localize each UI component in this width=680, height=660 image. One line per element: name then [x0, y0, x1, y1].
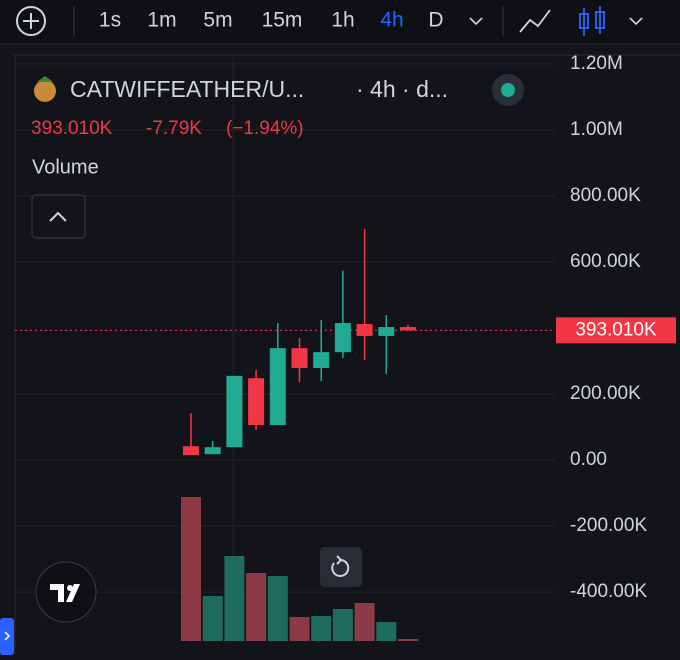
y-tick-label: -200.00K [570, 515, 647, 536]
volume-bar [398, 639, 418, 641]
chart-type-line[interactable] [519, 9, 551, 33]
candle-body [400, 327, 416, 331]
status-dot [501, 83, 515, 97]
candle-body [269, 348, 286, 426]
study-name: Volume [32, 156, 99, 178]
y-tick-label: 1.20M [570, 53, 623, 74]
candle-body [356, 324, 373, 336]
volume-bar [246, 573, 267, 641]
candle-body [313, 352, 330, 368]
symbol-icon [34, 76, 56, 102]
y-tick-label: -400.00K [570, 581, 647, 602]
interval[interactable]: 1s [99, 9, 121, 32]
candle-body [226, 375, 243, 448]
last-price-box [556, 317, 676, 344]
chart-type-menu[interactable] [629, 17, 643, 26]
toolbar [0, 0, 680, 44]
volume-bar [311, 616, 332, 641]
candle-body [378, 327, 395, 336]
symbol-details: · 4h · d... [356, 76, 448, 102]
candle-body [248, 378, 265, 426]
volume-bar [267, 576, 288, 641]
candle-body [204, 447, 221, 455]
volume-bar [332, 609, 353, 641]
y-tick-label: 0.00 [570, 449, 607, 470]
y-tick-label: 200.00K [570, 383, 641, 404]
last-price-label: 393.010K [575, 319, 657, 340]
interval[interactable]: 1m [147, 9, 176, 32]
interval[interactable]: 15m [262, 9, 303, 32]
add-button[interactable] [16, 6, 46, 36]
volume-bar [376, 622, 397, 641]
y-tick-label: 1.00M [570, 119, 623, 140]
logo [35, 561, 97, 623]
chart-type-candle[interactable] [579, 6, 605, 36]
plot: -400.00K -200.00K 0.00 200.00K 600.00K 800.00… [15, 53, 676, 641]
volume-bar [354, 603, 375, 641]
volume-bar [224, 556, 245, 641]
volume-bar [202, 596, 223, 641]
candle-body [334, 323, 351, 353]
candle-body [183, 446, 199, 456]
candle-body [291, 348, 308, 368]
reset-button[interactable] [320, 547, 362, 587]
y-tick-label: 800.00K [570, 185, 641, 206]
change: -7.79K [146, 118, 202, 139]
side-tab[interactable] [0, 618, 14, 655]
interval[interactable]: 5m [203, 9, 232, 32]
change-pct: (−1.94%) [226, 118, 304, 139]
more-intervals[interactable] [469, 17, 483, 26]
collapse-button[interactable] [31, 194, 86, 239]
volume-bar [289, 617, 310, 641]
last-price: 393.010K [31, 118, 113, 139]
intervals: 1s 1m 5m 15m 1h 4h D [99, 9, 444, 32]
interval[interactable]: 1h [331, 9, 354, 32]
volume-bar [181, 497, 201, 641]
interval[interactable]: 4h [380, 9, 403, 32]
y-tick-label: 600.00K [570, 251, 641, 272]
interval[interactable]: D [428, 9, 443, 32]
symbol: CATWIFFEATHER/U... [70, 76, 304, 102]
